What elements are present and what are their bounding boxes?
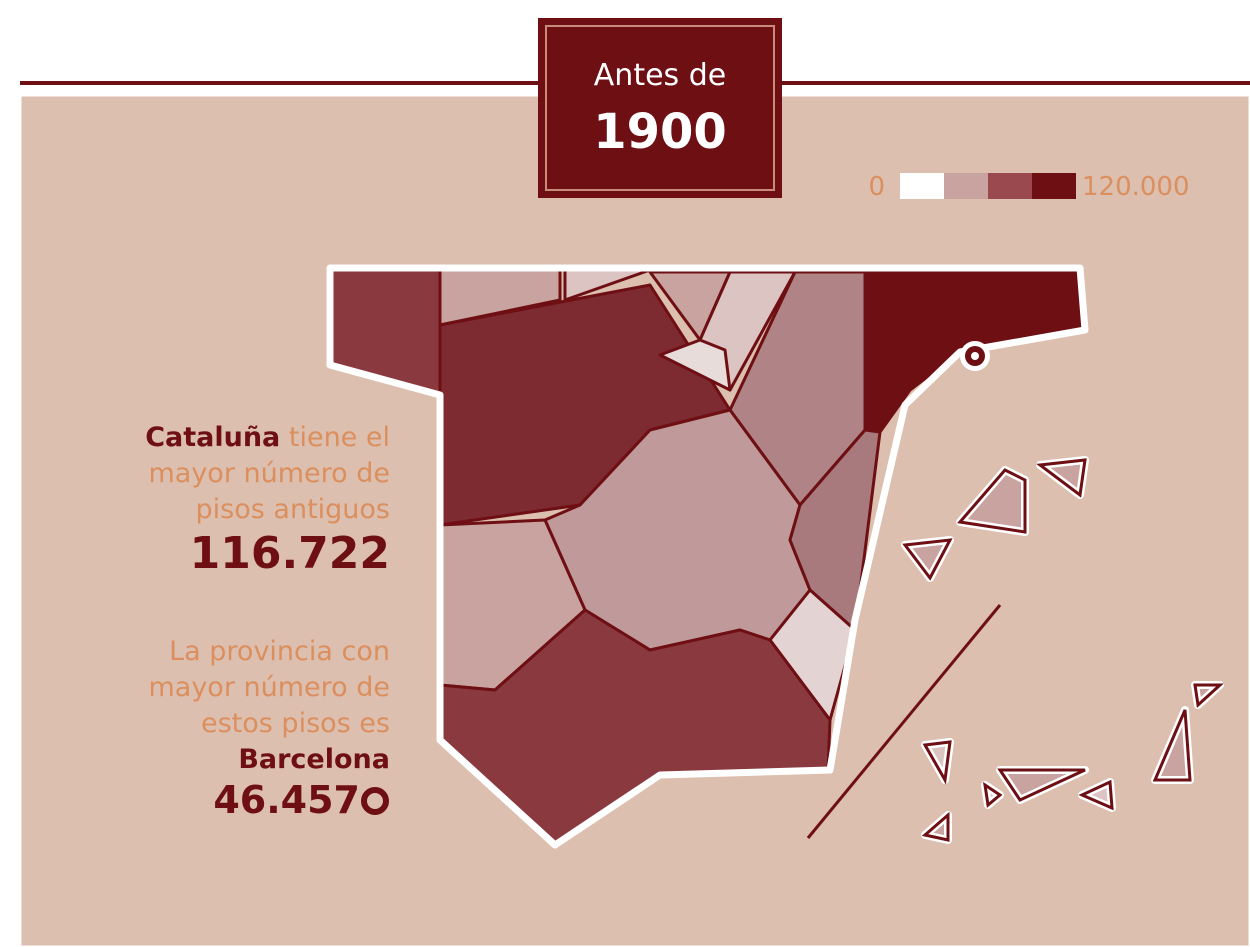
capital-marker xyxy=(971,352,979,360)
text: tiene el xyxy=(288,422,390,453)
region xyxy=(658,338,732,392)
header-border xyxy=(545,25,775,191)
legend-swatch xyxy=(900,173,944,199)
island-borders xyxy=(902,458,1224,842)
outline xyxy=(326,264,1089,849)
header-box xyxy=(538,18,782,198)
region-name: Cataluña xyxy=(145,422,281,453)
text-line: mayor número de xyxy=(148,458,390,489)
province-name: Barcelona xyxy=(238,744,390,775)
header-line1: Antes de xyxy=(594,58,726,93)
canary-separator xyxy=(806,604,1002,839)
text-line: Cataluña tiene el xyxy=(145,420,390,456)
legend-max: 120.000 xyxy=(1082,172,1190,202)
province-value: 46.457 xyxy=(213,778,360,822)
text-line: mayor número de xyxy=(148,672,390,703)
legend-swatch xyxy=(1032,173,1076,199)
marker-icon xyxy=(361,787,389,815)
province-text: La provincia con mayor número de estos p… xyxy=(148,634,390,822)
legend-swatch xyxy=(988,173,1032,199)
text-line: estos pisos es xyxy=(201,708,390,739)
province-value-line: 46.457 xyxy=(148,778,390,822)
header-line2: 1900 xyxy=(593,104,727,160)
legend-swatch xyxy=(944,173,988,199)
regions xyxy=(328,268,1087,845)
text-line: La provincia con xyxy=(169,636,390,667)
highlight-text: Cataluña tiene el mayor número de pisos … xyxy=(145,420,390,580)
legend-min: 0 xyxy=(868,172,885,202)
highlight-value: 116.722 xyxy=(189,528,390,579)
text-line: pisos antiguos xyxy=(195,494,390,525)
